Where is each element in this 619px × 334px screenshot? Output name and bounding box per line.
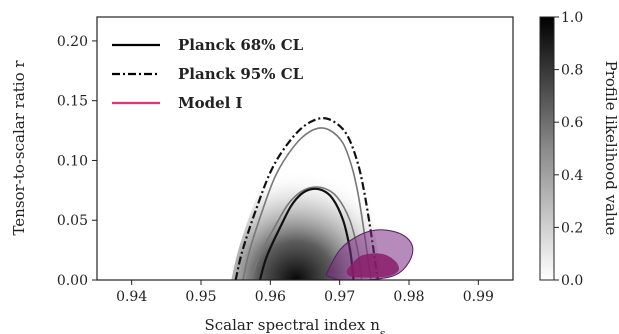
y-tick-label: 0.20 <box>57 34 88 50</box>
series-planck-68-cl <box>258 187 355 280</box>
series-planck-95-cl <box>234 117 379 280</box>
colorbar-tick-label: 0.0 <box>561 273 583 289</box>
x-axis: 0.94 0.95 0.96 0.97 0.98 0.99 <box>116 280 494 305</box>
colorbar-tick-label: 0.4 <box>561 168 583 184</box>
colorbar-tick-label: 0.8 <box>561 63 583 79</box>
y-axis: 0.00 0.05 0.10 0.15 0.20 <box>57 34 97 289</box>
likelihood-grey-contour-inner <box>250 186 363 280</box>
legend-label: Planck 68% CL <box>178 36 304 54</box>
likelihood-grey-contour <box>242 127 372 280</box>
y-tick-label: 0.05 <box>57 213 88 229</box>
x-tick-label: 0.99 <box>463 289 494 305</box>
x-tick-label: 0.97 <box>324 289 355 305</box>
series-model-i-core <box>346 253 399 278</box>
y-tick-label: 0.10 <box>57 153 88 169</box>
colorbar-tick-label: 0.2 <box>561 220 583 236</box>
series-layer <box>234 117 414 280</box>
colorbar-label: Profile likelihood value <box>602 61 619 236</box>
x-tick-label: 0.98 <box>393 289 424 305</box>
y-tick-label: 0.00 <box>57 273 88 289</box>
legend-label: Planck 95% CL <box>178 65 304 83</box>
colorbar-ticks: 0.0 0.2 0.4 0.6 0.8 1.0 <box>554 10 583 289</box>
x-tick-label: 0.96 <box>255 289 286 305</box>
y-axis-label: Tensor-to-scalar ratio r <box>10 60 28 236</box>
colorbar-tick-label: 0.6 <box>561 115 583 131</box>
legend: Planck 68% CL Planck 95% CL Model I <box>112 36 304 112</box>
colorbar: 0.0 0.2 0.4 0.6 0.8 1.0 Profile likelihood va… <box>539 10 619 289</box>
legend-label: Model I <box>178 94 243 112</box>
x-tick-label: 0.94 <box>116 289 147 305</box>
colorbar-tick-label: 1.0 <box>561 10 583 26</box>
colorbar-scale <box>539 16 555 281</box>
x-tick-label: 0.95 <box>185 289 216 305</box>
plot-area: 0.94 0.95 0.96 0.97 0.98 0.99 0.00 0.05 0.10 0.1… <box>57 16 514 305</box>
x-axis-label: Scalar spectral index ns <box>204 316 385 334</box>
plot-frame <box>96 16 514 281</box>
y-tick-label: 0.15 <box>57 94 88 110</box>
